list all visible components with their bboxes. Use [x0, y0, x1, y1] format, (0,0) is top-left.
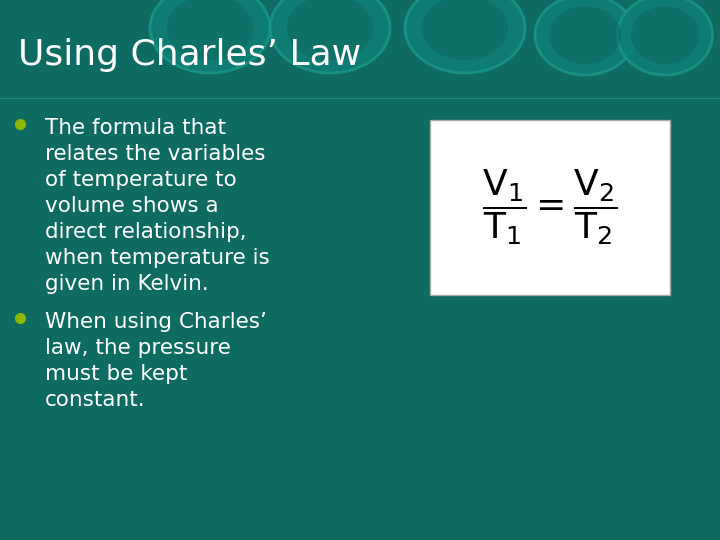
Ellipse shape [167, 0, 253, 60]
Ellipse shape [287, 0, 373, 60]
Text: given in Kelvin.: given in Kelvin. [45, 274, 209, 294]
Text: When using Charles’: When using Charles’ [45, 312, 267, 332]
Ellipse shape [549, 6, 621, 64]
Text: The formula that: The formula that [45, 118, 226, 138]
Ellipse shape [535, 0, 635, 75]
Ellipse shape [270, 0, 390, 73]
FancyBboxPatch shape [430, 120, 670, 295]
Ellipse shape [618, 0, 713, 75]
Text: volume shows a: volume shows a [45, 196, 219, 216]
Text: Using Charles’ Law: Using Charles’ Law [18, 38, 361, 72]
Text: relates the variables: relates the variables [45, 144, 266, 164]
Text: $\dfrac{\mathregular{V_1}}{\mathregular{T_1}} = \dfrac{\mathregular{V_2}}{\mathr: $\dfrac{\mathregular{V_1}}{\mathregular{… [482, 168, 618, 247]
Ellipse shape [422, 0, 508, 60]
Text: direct relationship,: direct relationship, [45, 222, 247, 242]
Ellipse shape [405, 0, 525, 73]
Text: of temperature to: of temperature to [45, 170, 237, 190]
Ellipse shape [150, 0, 270, 73]
Text: must be kept: must be kept [45, 364, 187, 384]
Text: when temperature is: when temperature is [45, 248, 270, 268]
Text: law, the pressure: law, the pressure [45, 338, 231, 358]
Text: constant.: constant. [45, 390, 145, 410]
Ellipse shape [631, 6, 699, 64]
